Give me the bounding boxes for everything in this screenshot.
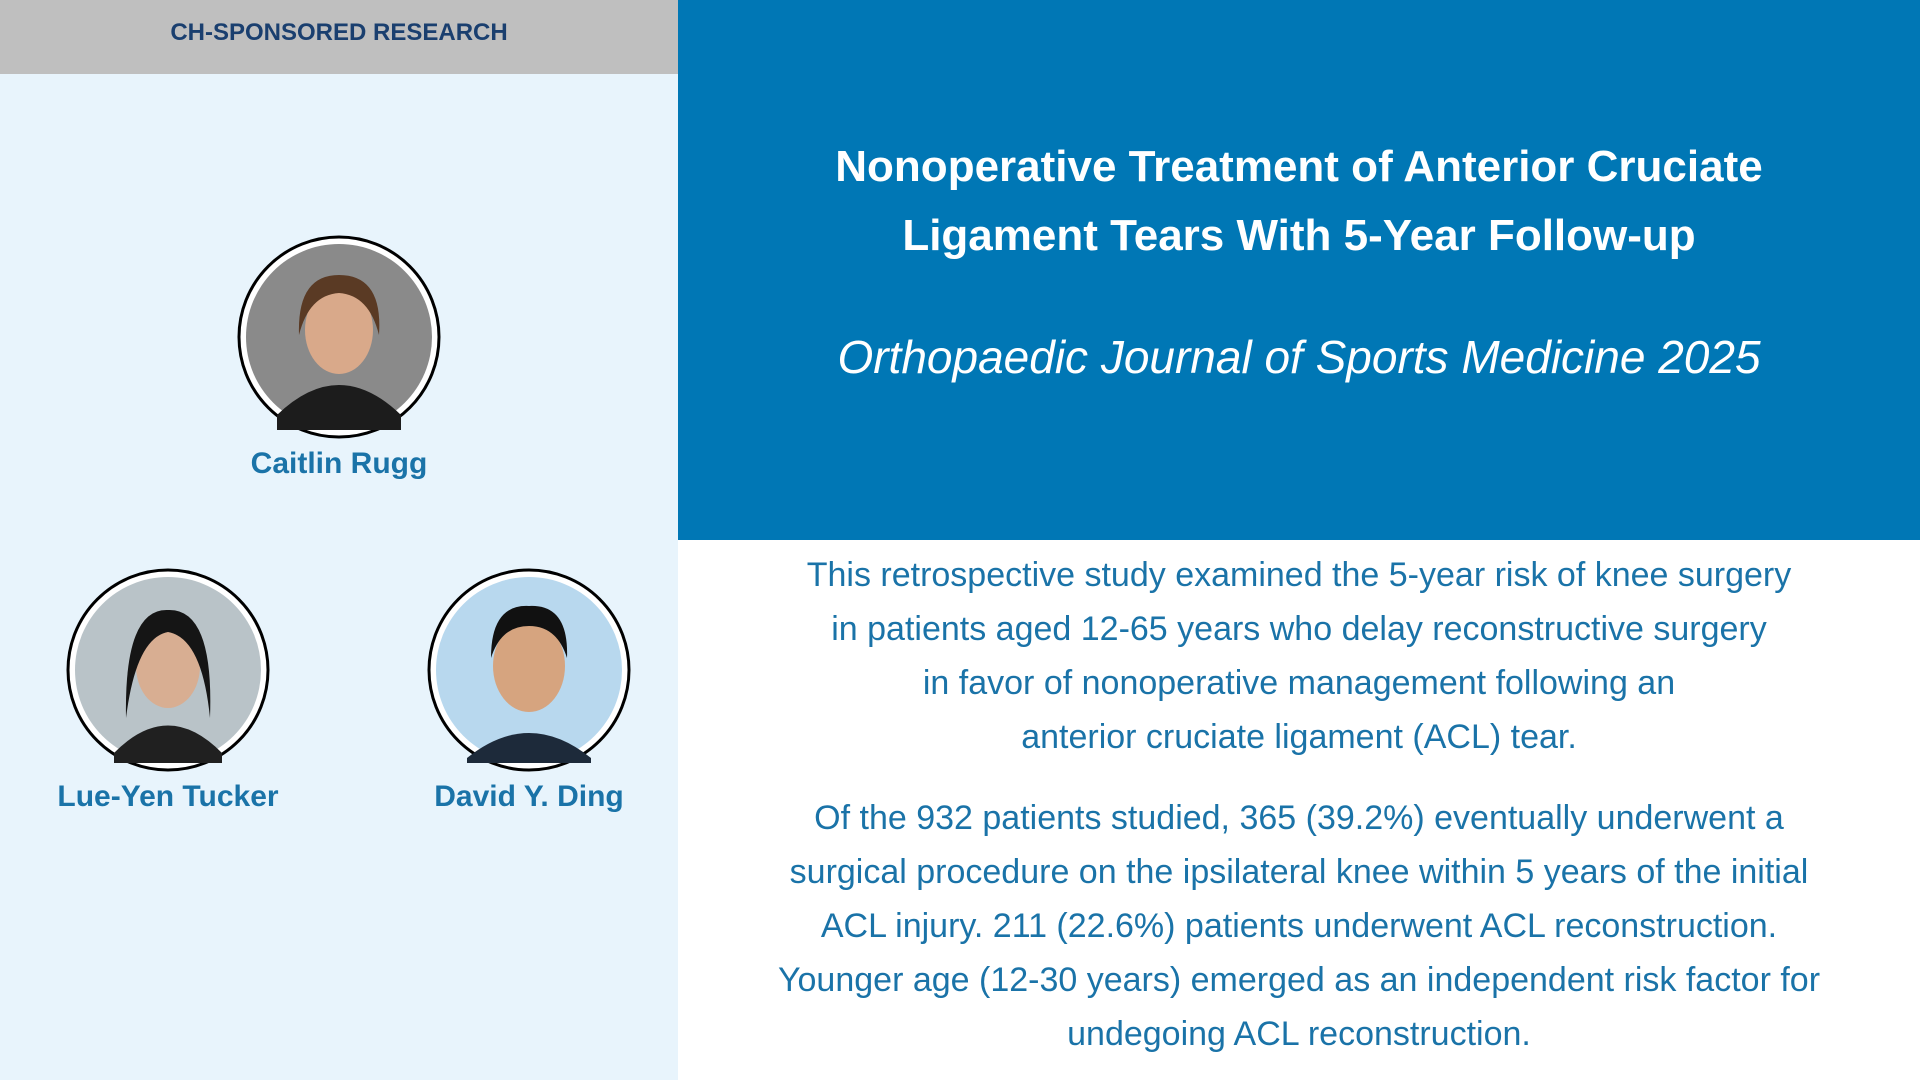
summary-line: This retrospective study examined the 5-…	[806, 556, 1792, 594]
author-photo	[237, 235, 441, 439]
author-panel	[0, 0, 678, 1080]
author-photo	[66, 568, 270, 772]
summary-line: Of the 932 patients studied, 365 (39.2%)…	[814, 799, 1784, 837]
section-label: CH-SPONSORED RESEARCH	[170, 19, 508, 46]
journal: Orthopaedic Journal of Sports Medicine 2…	[837, 331, 1761, 383]
summary-line: Younger age (12-30 years) emerged as an …	[777, 961, 1821, 999]
summary-line: surgical procedure on the ipsilateral kn…	[789, 853, 1809, 891]
author-name: David Y. Ding	[434, 780, 624, 813]
summary-line: in patients aged 12-65 years who delay r…	[831, 610, 1767, 648]
author-photo	[427, 568, 631, 772]
title-line: Nonoperative Treatment of Anterior Cruci…	[835, 142, 1763, 191]
summary-line: anterior cruciate ligament (ACL) tear.	[1021, 718, 1577, 756]
summary-line: ACL injury. 211 (22.6%) patients underwe…	[820, 907, 1778, 945]
author-name: Lue-Yen Tucker	[57, 780, 279, 813]
title-line: Ligament Tears With 5-Year Follow-up	[902, 211, 1696, 260]
summary-line: undegoing ACL reconstruction.	[1067, 1015, 1531, 1053]
summary-line: in favor of nonoperative management foll…	[922, 664, 1676, 702]
title-panel	[678, 0, 1920, 540]
header-bar	[0, 0, 678, 74]
author-name: Caitlin Rugg	[250, 447, 428, 480]
